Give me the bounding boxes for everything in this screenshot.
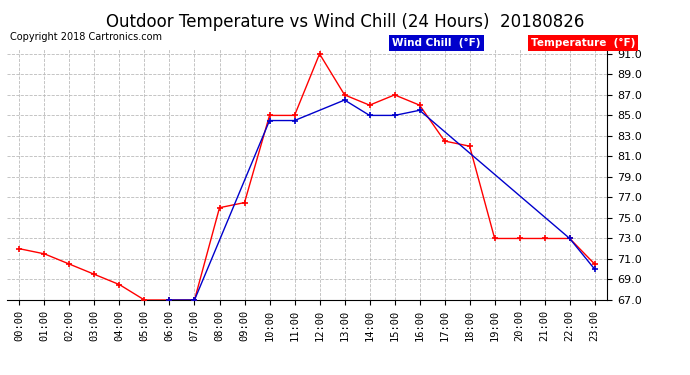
Text: Wind Chill  (°F): Wind Chill (°F): [392, 38, 480, 48]
Text: Temperature  (°F): Temperature (°F): [531, 38, 635, 48]
Text: Copyright 2018 Cartronics.com: Copyright 2018 Cartronics.com: [10, 32, 162, 42]
Text: Outdoor Temperature vs Wind Chill (24 Hours)  20180826: Outdoor Temperature vs Wind Chill (24 Ho…: [106, 13, 584, 31]
